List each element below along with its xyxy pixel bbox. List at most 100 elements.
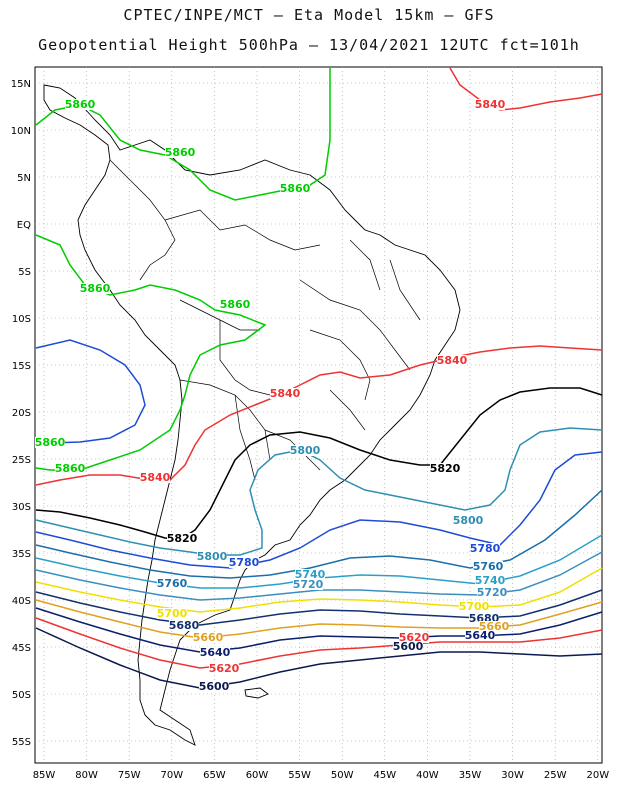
contour-label-background <box>399 632 429 643</box>
contour-label: 5600 <box>393 640 424 653</box>
contour-label-background <box>197 551 227 562</box>
contour-label-background <box>169 620 199 631</box>
longitude-tick-label: 35W <box>459 770 482 781</box>
contour-label: 5800 <box>290 444 321 457</box>
longitude-tick-label: 60W <box>246 770 269 781</box>
contour-label-background <box>157 608 187 619</box>
longitude-tick-label: 50W <box>331 770 354 781</box>
longitude-tick-label: 80W <box>75 770 98 781</box>
contour-label-background <box>475 575 505 586</box>
contour-label: 5740 <box>475 574 506 587</box>
contour-label: 5700 <box>157 607 188 620</box>
latitude-tick-label: 55S <box>12 737 31 748</box>
contour-5600 <box>35 627 603 689</box>
latitude-tick-label: EQ <box>17 220 31 231</box>
plot-frame <box>34 66 603 764</box>
contour-label: 5860 <box>35 436 66 449</box>
contour-5760 <box>35 489 603 579</box>
contour-5620 <box>35 617 603 669</box>
contour-label: 5640 <box>200 646 231 659</box>
contour-label-background <box>437 355 467 366</box>
contour-label-background <box>295 569 325 580</box>
latitude-tick-label: 45S <box>12 643 31 654</box>
contour-label: 5840 <box>475 98 506 111</box>
contour-label: 5860 <box>280 182 311 195</box>
longitude-tick-label: 70W <box>160 770 183 781</box>
contour-label: 5860 <box>220 298 251 311</box>
contour-5700 <box>35 567 603 613</box>
contour-label-background <box>220 299 250 310</box>
latitude-tick-label: 25S <box>12 455 31 466</box>
contour-label: 5860 <box>165 146 196 159</box>
contour-label: 5760 <box>157 577 188 590</box>
latitude-tick-label: 20S <box>12 408 31 419</box>
contour-label-background <box>167 533 197 544</box>
contour-label: 5760 <box>473 560 504 573</box>
graticule <box>35 67 602 763</box>
contour-label: 5800 <box>453 514 484 527</box>
contour-label-background <box>80 283 110 294</box>
contour-label: 5860 <box>55 462 86 475</box>
latitude-tick-label: 50S <box>12 690 31 701</box>
contour-label-background <box>453 515 483 526</box>
longitude-tick-label: 40W <box>416 770 439 781</box>
longitude-tick-label: 30W <box>501 770 524 781</box>
contour-label-background <box>193 632 223 643</box>
longitude-tick-label: 20W <box>586 770 609 781</box>
contour-label: 5820 <box>430 462 461 475</box>
latitude-labels: 15N 10N 5N EQ 5S 10S 15S 20S 25S 30S 35S 40S 45S 50S 5… <box>11 79 31 748</box>
contour-label: 5720 <box>477 586 508 599</box>
contour-label-background <box>465 630 495 641</box>
contour-5680 <box>35 589 603 626</box>
contour-label-background <box>229 557 259 568</box>
contour-label: 5740 <box>295 568 326 581</box>
contour-label-background <box>469 613 499 624</box>
contour-label-background <box>459 601 489 612</box>
contour-label-background <box>200 647 230 658</box>
latitude-tick-label: 15N <box>11 79 31 90</box>
longitude-tick-label: 45W <box>373 770 396 781</box>
longitude-tick-label: 85W <box>33 770 56 781</box>
contour-5640 <box>35 607 603 653</box>
contour-label-background <box>270 388 300 399</box>
contour-label-background <box>293 579 323 590</box>
contour-label: 5860 <box>80 282 111 295</box>
contour-label-background <box>35 437 65 448</box>
contour-5780-west <box>35 339 146 444</box>
contour-5820 <box>35 387 603 541</box>
longitude-labels: 85W 80W 75W 70W 65W 60W 55W 50W 45W 40W 35W 30W 25W 2… <box>33 770 610 781</box>
contour-label: 5720 <box>293 578 324 591</box>
latitude-tick-label: 15S <box>12 361 31 372</box>
map-title-line-1: CPTEC/INPE/MCT – Eta Model 15km – GFS <box>123 6 495 24</box>
contour-label-background <box>470 543 500 554</box>
contour-label-background <box>280 183 310 194</box>
contour-label-background <box>475 99 505 110</box>
contour-label: 5780 <box>470 542 501 555</box>
contour-label: 5840 <box>270 387 301 400</box>
contour-label: 5600 <box>199 680 230 693</box>
contour-label: 5680 <box>169 619 200 632</box>
contour-label-background <box>430 463 460 474</box>
latitude-tick-label: 30S <box>12 502 31 513</box>
contour-label: 5700 <box>459 600 490 613</box>
contour-label: 5820 <box>167 532 198 545</box>
contour-label-background <box>140 472 170 483</box>
contour-5800 <box>35 427 603 556</box>
latitude-tick-label: 35S <box>12 549 31 560</box>
contour-label: 5620 <box>399 631 430 644</box>
contour-label: 5660 <box>479 620 510 633</box>
latitude-tick-label: 10N <box>11 126 31 137</box>
falkland-islands <box>244 687 269 699</box>
latitude-tick-label: 10S <box>12 314 31 325</box>
contour-label: 5780 <box>229 556 260 569</box>
longitude-tick-label: 55W <box>288 770 311 781</box>
contour-value-labels: 5860 5860 5860 5860 5860 5860 5860 5840 5840 5840… <box>35 98 510 693</box>
contour-label: 5660 <box>193 631 224 644</box>
contour-label-background <box>209 663 239 674</box>
longitude-tick-label: 25W <box>544 770 567 781</box>
contour-label-background <box>479 621 509 632</box>
latitude-tick-label: 40S <box>12 596 31 607</box>
contour-label-background <box>393 641 423 652</box>
contour-label: 5640 <box>465 629 496 642</box>
